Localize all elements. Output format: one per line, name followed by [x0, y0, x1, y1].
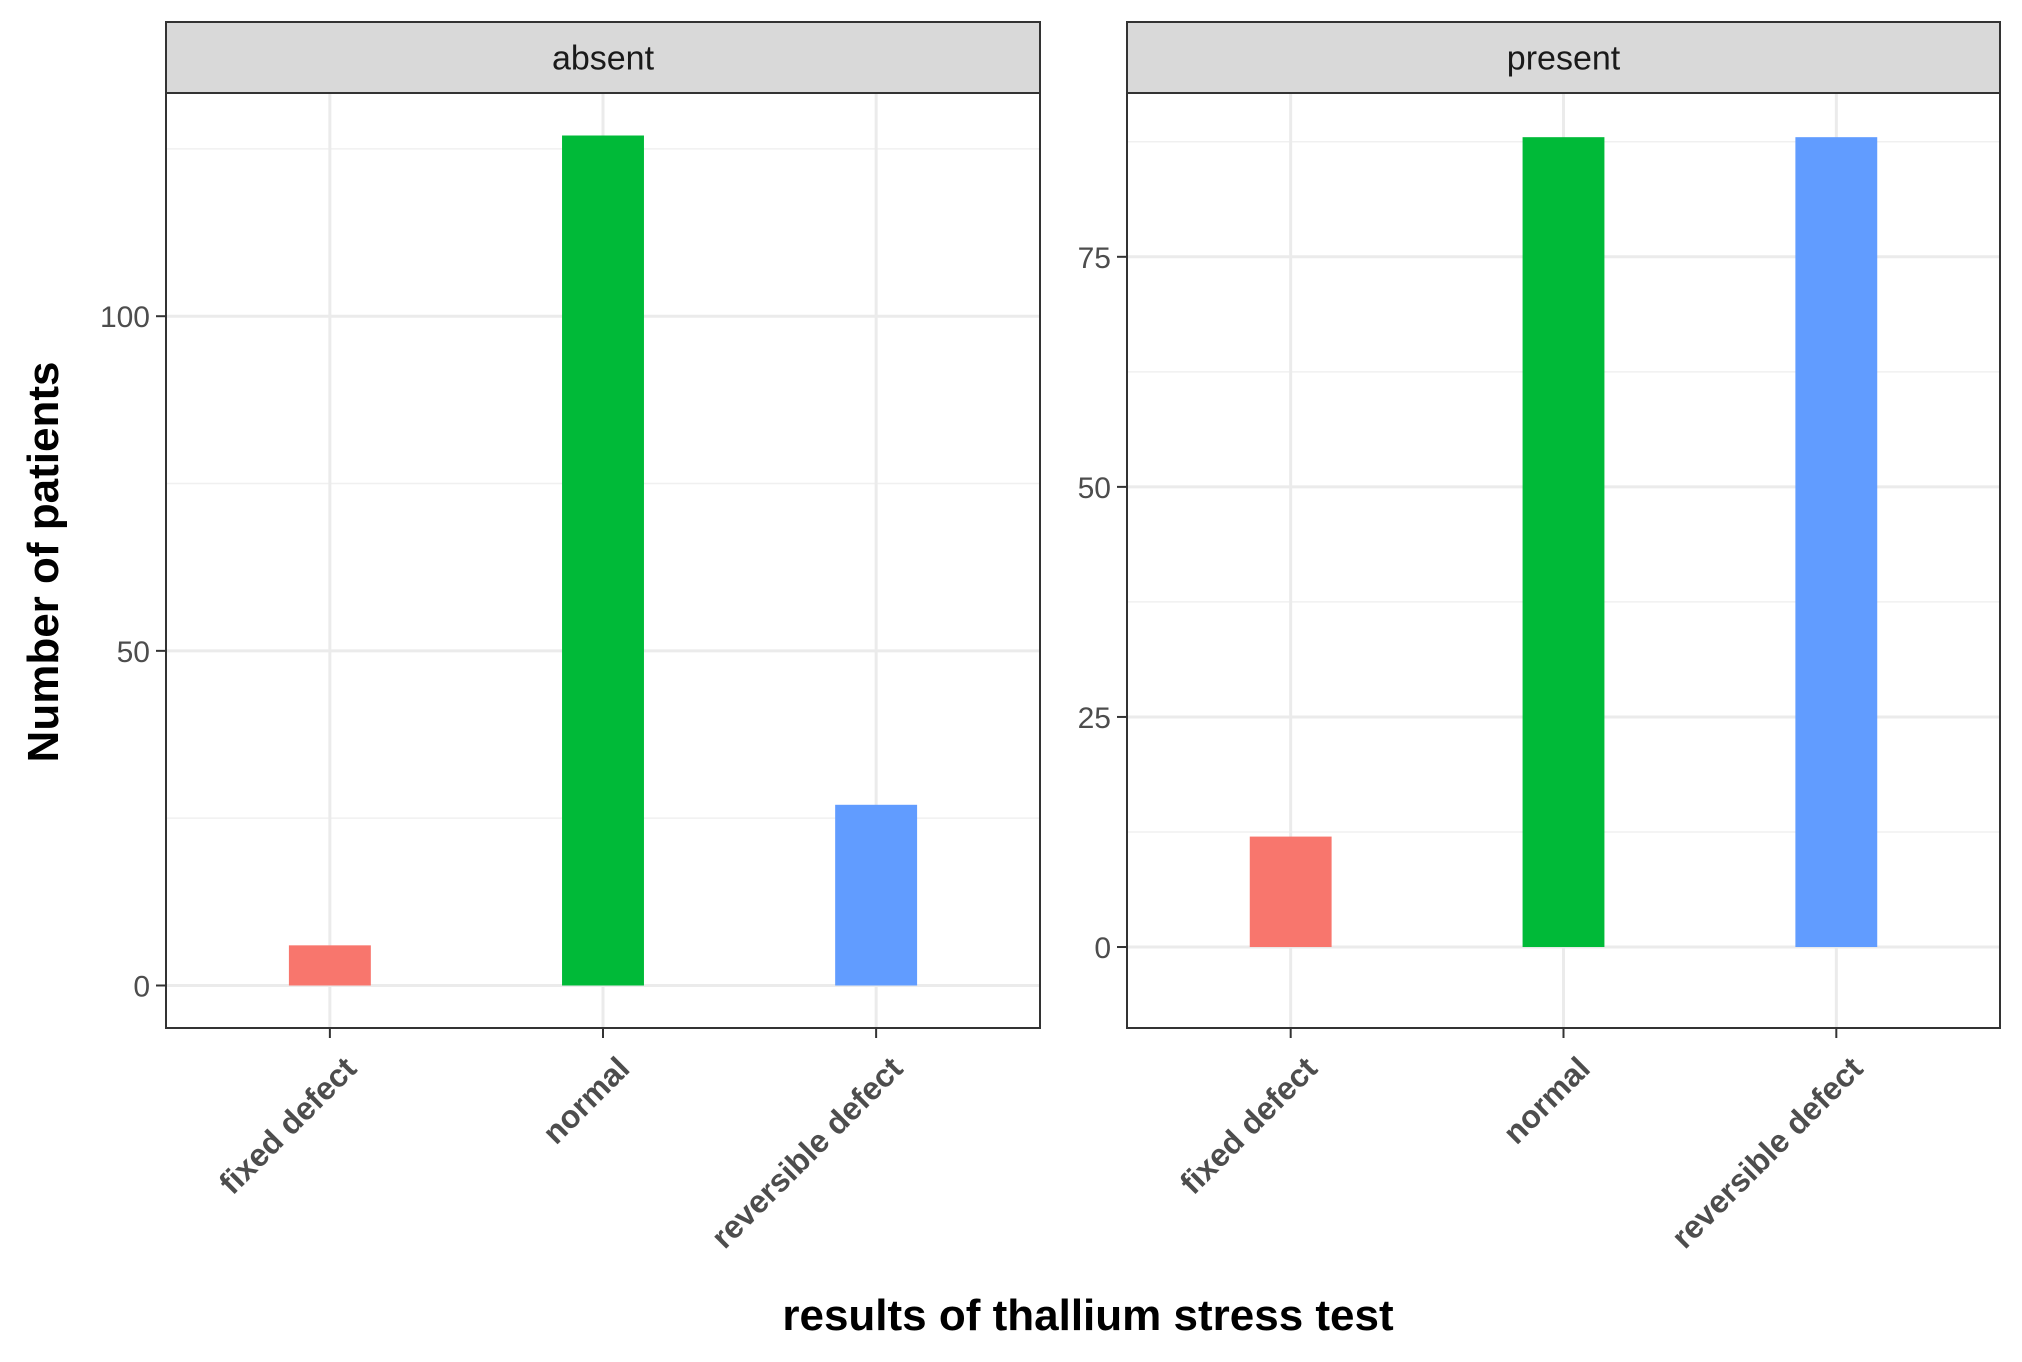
facet-absent: absent 0 50 100 fixed defect normal reversible…	[100, 21, 1041, 1256]
facet-strip-label: absent	[552, 40, 655, 78]
y-tick-label: 75	[1078, 242, 1111, 275]
y-axis-title: Number of patients	[19, 362, 68, 763]
x-tick-label: fixed defect	[212, 1050, 363, 1201]
x-tick-label: fixed defect	[1173, 1050, 1324, 1201]
bar-reversible-defect	[835, 804, 918, 986]
y-tick-label: 25	[1078, 702, 1111, 735]
y-tick-label: 100	[100, 301, 150, 334]
y-tick-label: 50	[1078, 472, 1111, 505]
x-tick-label: reversible defect	[1664, 1050, 1870, 1256]
facet-strip	[1126, 21, 2001, 94]
facet-panels: absent 0 50 100 fixed defect normal reversible…	[100, 21, 2001, 1256]
bar-normal	[562, 135, 644, 986]
bar-fixed-defect	[288, 945, 371, 986]
bar-reversible-defect	[1795, 137, 1878, 948]
x-tick-label: normal	[1496, 1050, 1597, 1151]
facet-strip-label: present	[1507, 40, 1621, 78]
bar-fixed-defect	[1249, 836, 1332, 948]
bar-normal	[1522, 137, 1605, 948]
y-tick-label: 50	[117, 636, 150, 669]
x-tick-label: normal	[535, 1050, 636, 1151]
x-tick-label: reversible defect	[704, 1050, 910, 1256]
x-axis-title: results of thallium stress test	[782, 1291, 1394, 1340]
y-tick-label: 0	[1094, 932, 1111, 965]
y-tick-label: 0	[133, 971, 150, 1004]
facet-strip	[165, 21, 1041, 94]
facet-present: present 0 25 50 75 fixed defect normal reversib…	[1078, 21, 2001, 1256]
